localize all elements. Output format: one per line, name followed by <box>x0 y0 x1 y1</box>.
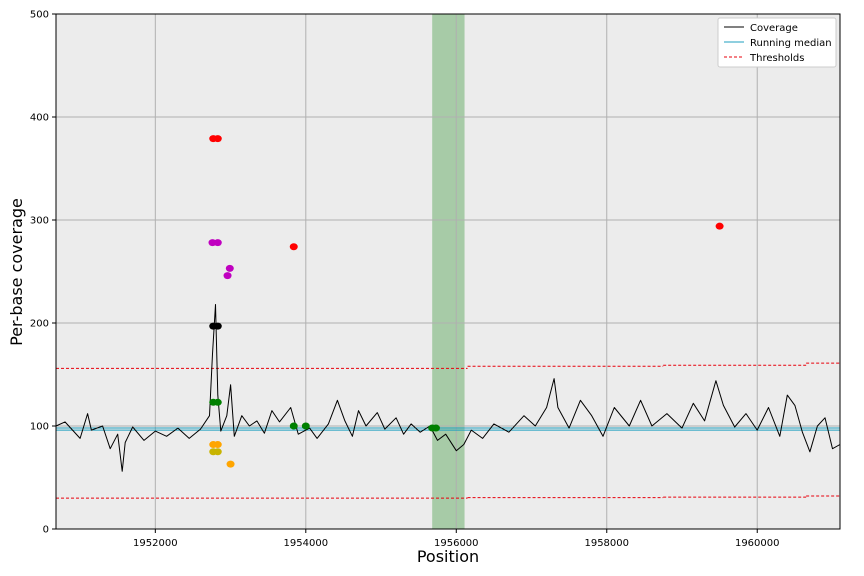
x-tick-label: 1958000 <box>584 538 629 549</box>
coverage-line <box>55 304 841 472</box>
data-marker <box>213 322 222 330</box>
legend-label-coverage: Coverage <box>750 23 798 34</box>
data-marker <box>213 239 222 247</box>
legend-label-running-median: Running median <box>750 38 832 49</box>
data-marker <box>225 264 234 272</box>
x-axis-label: Position <box>417 547 479 566</box>
data-marker <box>431 424 440 432</box>
highlight-region <box>432 14 465 529</box>
data-marker <box>213 448 222 456</box>
y-tick-label: 500 <box>30 10 49 21</box>
data-marker <box>213 441 222 449</box>
x-tick-label: 1954000 <box>284 538 329 549</box>
y-tick-label: 200 <box>30 319 49 330</box>
data-marker <box>226 460 235 468</box>
y-tick-label: 300 <box>30 216 49 227</box>
legend: Coverage Running median Thresholds <box>717 17 837 68</box>
y-axis-label: Per-base coverage <box>7 198 26 346</box>
data-marker <box>301 422 310 430</box>
data-marker <box>223 272 232 280</box>
y-tick-label: 100 <box>30 422 49 433</box>
legend-label-thresholds: Thresholds <box>749 53 805 64</box>
plot-frame <box>55 13 841 530</box>
x-tick-label: 1952000 <box>133 538 178 549</box>
data-marker <box>213 398 222 406</box>
legend-box <box>717 17 837 68</box>
y-tick-label: 400 <box>30 113 49 124</box>
data-marker <box>289 243 298 251</box>
x-tick-label: 1956000 <box>434 538 479 549</box>
data-marker <box>213 135 222 143</box>
data-marker <box>289 422 298 430</box>
y-tick-label: 0 <box>43 525 49 536</box>
x-tick-label: 1960000 <box>735 538 780 549</box>
data-marker <box>715 222 724 230</box>
